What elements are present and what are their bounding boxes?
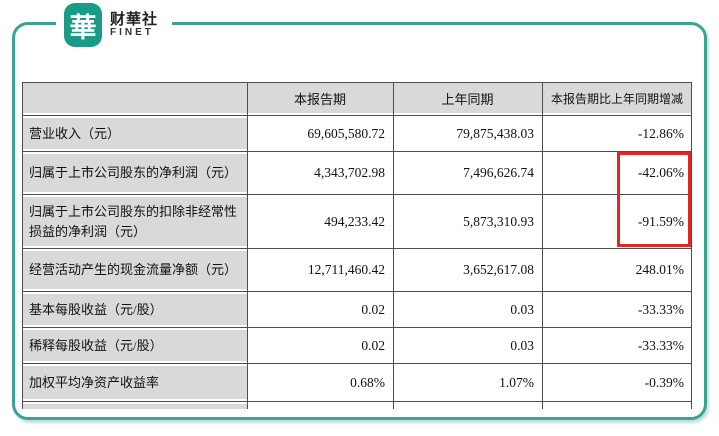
change-cell: -33.33%	[542, 294, 692, 325]
current-period-cell: 69,605,580.72	[247, 118, 393, 149]
row-label-cell: 归属于上市公司股东的净利润（元）	[22, 154, 247, 192]
prior-period-cell: 0.03	[393, 294, 542, 325]
brand-name-en: FINET	[110, 26, 154, 38]
prior-period-cell: 0.03	[393, 330, 542, 361]
table-row: 营业收入（元） 69,605,580.72 79,875,438.03 -12.86%	[22, 118, 692, 149]
prior-period-cell: 3,652,617.08	[393, 251, 542, 289]
row-label-cell: 营业收入（元）	[22, 118, 247, 149]
current-period-cell: 4,343,702.98	[247, 154, 393, 192]
prior-period-cell: 1.07%	[393, 366, 542, 399]
partial-cell	[247, 404, 393, 409]
grid-hline	[22, 113, 692, 118]
grid-hline	[22, 289, 692, 294]
row-label-cell: 归属于上市公司股东的扣除非经常性损益的净利润（元）	[22, 197, 247, 246]
brand-name-cn: 财華社	[110, 10, 159, 28]
prior-period-cell: 79,875,438.03	[393, 118, 542, 149]
brand-names: 财華社 FINET	[110, 12, 158, 38]
row-label-cell: 加权平均净资产收益率	[22, 366, 247, 399]
finet-logo-icon: 華	[64, 3, 102, 47]
highlight-red-box	[617, 152, 691, 247]
change-cell: -33.33%	[542, 330, 692, 361]
logo-glyph: 華	[69, 12, 97, 43]
grid-vline	[22, 83, 23, 409]
grid-vline	[691, 83, 692, 409]
grid-hline	[22, 399, 692, 404]
grid-hline	[22, 192, 692, 197]
table-row: 归属于上市公司股东的扣除非经常性损益的净利润（元） 494,233.42 5,873…	[22, 197, 692, 246]
table-header-row: 本报告期 上年同期 本报告期比上年同期增减	[22, 83, 692, 113]
header-prior-period: 上年同期	[393, 83, 542, 113]
row-label-cell: 经营活动产生的现金流量净额（元）	[22, 251, 247, 289]
page-frame	[12, 22, 707, 420]
table-body: 营业收入（元） 69,605,580.72 79,875,438.03 -12.86%…	[22, 113, 692, 409]
partial-row-sliver	[22, 404, 692, 409]
change-cell: 248.01%	[542, 251, 692, 289]
grid-vline	[247, 83, 248, 409]
row-label-cell: 稀释每股收益（元/股）	[22, 330, 247, 361]
row-label-cell: 基本每股收益（元/股）	[22, 294, 247, 325]
partial-cell	[393, 404, 542, 409]
grid-vline	[542, 83, 543, 409]
current-period-cell: 494,233.42	[247, 197, 393, 246]
table-row: 归属于上市公司股东的净利润（元） 4,343,702.98 7,496,626.74…	[22, 154, 692, 192]
grid-hline	[22, 361, 692, 366]
current-period-cell: 12,711,460.42	[247, 251, 393, 289]
finet-logo: 華 财華社 FINET	[56, 0, 173, 50]
current-period-cell: 0.68%	[247, 366, 393, 399]
prior-period-cell: 7,496,626.74	[393, 154, 542, 192]
grid-vline	[393, 83, 394, 409]
partial-cell	[542, 404, 692, 409]
header-change: 本报告期比上年同期增减	[542, 83, 692, 113]
grid-hline	[22, 149, 692, 154]
current-period-cell: 0.02	[247, 294, 393, 325]
current-period-cell: 0.02	[247, 330, 393, 361]
table-row: 加权平均净资产收益率 0.68% 1.07% -0.39%	[22, 366, 692, 399]
partial-cell	[22, 404, 247, 409]
table-row: 稀释每股收益（元/股） 0.02 0.03 -33.33%	[22, 330, 692, 361]
change-cell: -0.39%	[542, 366, 692, 399]
header-current-period: 本报告期	[247, 83, 393, 113]
change-cell: -12.86%	[542, 118, 692, 149]
grid-hline	[22, 246, 692, 251]
table-row: 基本每股收益（元/股） 0.02 0.03 -33.33%	[22, 294, 692, 325]
table-row: 经营活动产生的现金流量净额（元） 12,711,460.42 3,652,617.0…	[22, 251, 692, 289]
prior-period-cell: 5,873,310.93	[393, 197, 542, 246]
financial-summary-table: 本报告期 上年同期 本报告期比上年同期增减 营业收入（元） 69,605,580.…	[22, 82, 692, 409]
grid-hline	[22, 325, 692, 330]
header-metric	[22, 83, 247, 113]
